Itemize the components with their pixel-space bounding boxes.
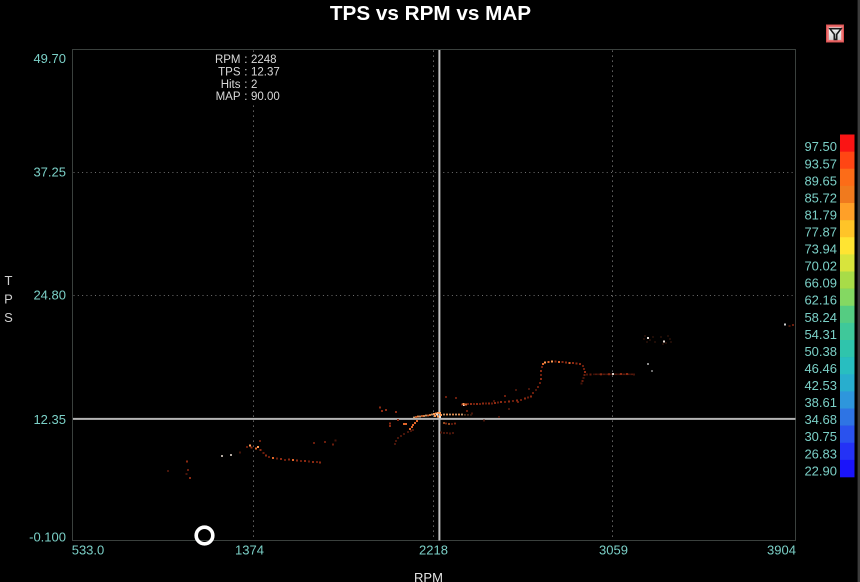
svg-text:90.00: 90.00: [251, 91, 280, 103]
svg-text:93.57: 93.57: [804, 156, 837, 171]
svg-text:Hits: Hits: [221, 79, 241, 91]
svg-text:26.83: 26.83: [804, 446, 837, 461]
svg-text::: :: [244, 91, 247, 103]
svg-text:-0.100: -0.100: [29, 530, 66, 545]
svg-text:S: S: [4, 310, 13, 325]
svg-text:66.09: 66.09: [804, 276, 837, 291]
svg-text:89.65: 89.65: [804, 173, 837, 188]
svg-text:12.37: 12.37: [251, 66, 280, 78]
svg-text:30.75: 30.75: [804, 429, 837, 444]
svg-text::: :: [244, 54, 247, 66]
svg-text:24.80: 24.80: [33, 288, 66, 303]
svg-text:85.72: 85.72: [804, 190, 837, 205]
svg-text:50.38: 50.38: [804, 344, 837, 359]
svg-text:49.70: 49.70: [33, 51, 66, 66]
svg-text:2218: 2218: [419, 543, 448, 558]
svg-text:97.50: 97.50: [804, 139, 837, 154]
svg-text:2: 2: [251, 79, 257, 91]
svg-text:RPM: RPM: [414, 570, 443, 582]
svg-text:TPS: TPS: [218, 66, 241, 78]
svg-text:37.25: 37.25: [33, 165, 66, 180]
svg-text:34.68: 34.68: [804, 412, 837, 427]
svg-text:12.35: 12.35: [33, 412, 66, 427]
svg-text:54.31: 54.31: [804, 327, 837, 342]
svg-text:3904: 3904: [767, 543, 796, 558]
svg-text:533.0: 533.0: [72, 543, 105, 558]
svg-text:P: P: [4, 292, 13, 307]
svg-text:62.16: 62.16: [804, 293, 837, 308]
svg-text::: :: [244, 79, 247, 91]
svg-text:RPM: RPM: [215, 54, 241, 66]
svg-text:73.94: 73.94: [804, 242, 837, 257]
svg-text:42.53: 42.53: [804, 378, 837, 393]
svg-text:81.79: 81.79: [804, 207, 837, 222]
svg-text:1374: 1374: [235, 543, 264, 558]
svg-text:22.90: 22.90: [804, 463, 837, 478]
svg-text:2248: 2248: [251, 54, 277, 66]
svg-text::: :: [244, 66, 247, 78]
svg-text:46.46: 46.46: [804, 361, 837, 376]
svg-text:38.61: 38.61: [804, 395, 837, 410]
svg-text:70.02: 70.02: [804, 259, 837, 274]
svg-text:77.87: 77.87: [804, 225, 837, 240]
svg-text:TPS vs RPM vs MAP: TPS vs RPM vs MAP: [330, 2, 531, 25]
svg-text:3059: 3059: [599, 543, 628, 558]
svg-text:T: T: [5, 273, 13, 288]
svg-text:58.24: 58.24: [804, 310, 837, 325]
svg-text:MAP: MAP: [216, 91, 241, 103]
